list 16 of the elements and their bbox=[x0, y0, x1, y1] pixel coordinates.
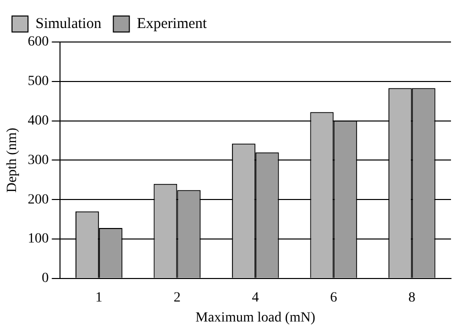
y-tick-label: 500 bbox=[28, 74, 49, 90]
y-tick-label: 0 bbox=[42, 271, 49, 286]
y-tick-label: 400 bbox=[28, 113, 49, 128]
x-axis-title: Maximum load (mN) bbox=[196, 310, 316, 326]
y-tick-label: 300 bbox=[28, 152, 49, 168]
x-tick-label: 1 bbox=[95, 290, 102, 306]
legend-label: Experiment bbox=[136, 16, 208, 32]
y-tick-label: 200 bbox=[28, 192, 49, 208]
y-tick-label: 600 bbox=[28, 34, 49, 50]
x-tick-label: 4 bbox=[252, 290, 259, 306]
y-axis-title: Depth (nm) bbox=[5, 127, 20, 193]
legend-label: Simulation bbox=[36, 16, 102, 32]
x-tick-label: 2 bbox=[174, 290, 181, 306]
y-tick-label: 100 bbox=[28, 232, 49, 247]
x-tick-label: 6 bbox=[330, 290, 338, 306]
x-tick-label: 8 bbox=[408, 290, 416, 306]
